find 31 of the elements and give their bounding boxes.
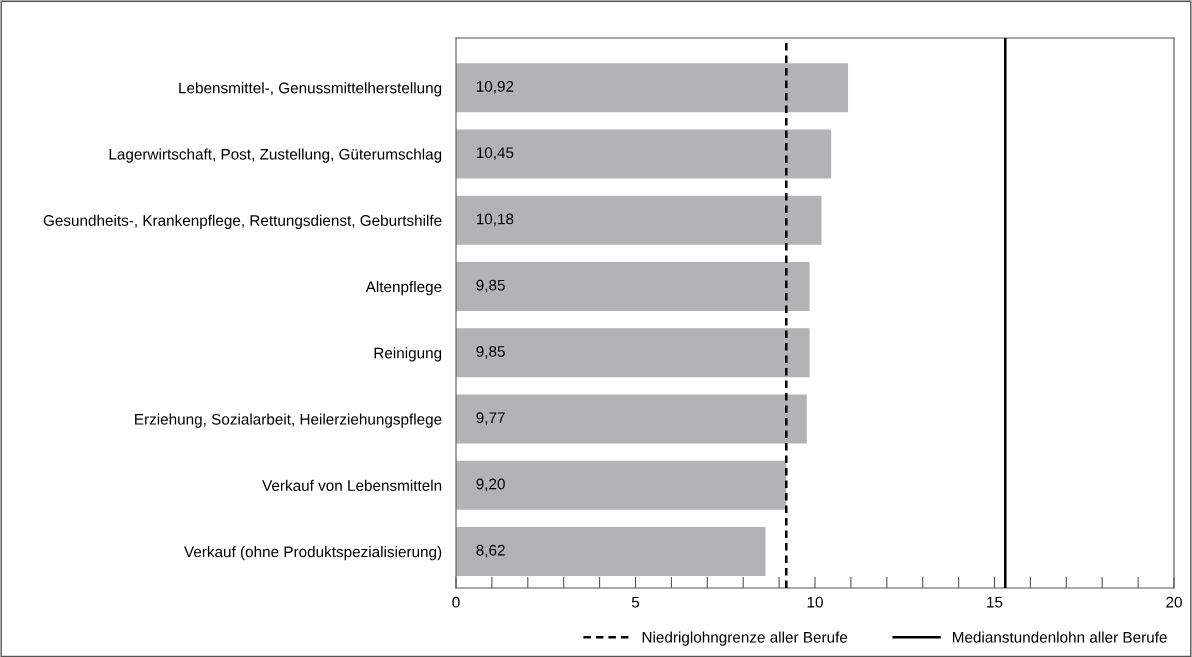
y-tick-label: Reinigung — [374, 347, 442, 362]
legend-label: Niedriglohngrenze aller Berufe — [642, 631, 848, 646]
x-tick-label: 15 — [987, 596, 1003, 608]
y-tick-label: Gesundheits-, Krankenpflege, Rettungsdienst, Geburtshilfe — [43, 214, 442, 229]
x-tick-label: 5 — [631, 596, 640, 608]
y-tick-label: Altenpflege — [365, 280, 442, 296]
bar — [456, 261, 810, 312]
bar — [456, 195, 822, 245]
data-label: 9,20 — [476, 478, 505, 492]
data-label: 10,18 — [476, 213, 514, 227]
y-tick-label: Verkauf (ohne Produktspezialisierung) — [184, 546, 442, 561]
y-tick-label: Lebensmittel-, Genussmittelherstellung — [179, 82, 442, 97]
bar — [456, 129, 832, 179]
y-tick-label: Lagerwirtschaft, Post, Zustellung, Güterumschlag — [109, 148, 442, 163]
bar — [456, 460, 787, 510]
data-label: 9,85 — [476, 346, 505, 359]
y-tick-label: Verkauf von Lebensmitteln — [262, 479, 442, 491]
bar — [456, 328, 810, 378]
bar — [456, 394, 807, 444]
legend-label: Medianstundenlohn aller Berufe — [952, 631, 1167, 643]
y-tick-label: Erziehung, Sozialarbeit, Heilerziehungspflege — [135, 413, 442, 428]
data-label: 10,45 — [476, 147, 514, 160]
bar — [456, 527, 766, 577]
x-tick-label: 20 — [1166, 596, 1182, 608]
data-label: 9,85 — [476, 279, 505, 293]
bar — [456, 63, 849, 113]
x-tick-label: 0 — [452, 596, 460, 608]
data-label: 9,77 — [476, 412, 505, 425]
data-label: 8,62 — [476, 544, 505, 558]
data-label: 10,92 — [476, 80, 514, 94]
x-tick-label: 10 — [807, 596, 823, 608]
